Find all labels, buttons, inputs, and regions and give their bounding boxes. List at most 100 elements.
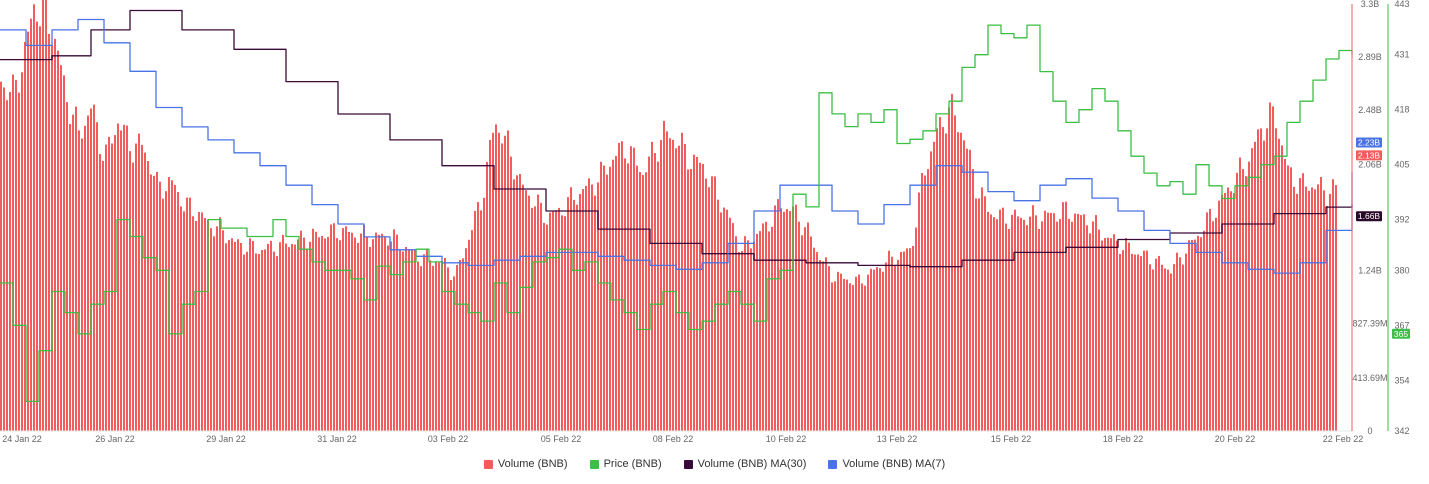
volume-bar-246 <box>738 252 740 431</box>
volume-bar-211 <box>633 147 635 431</box>
volume-bar-319 <box>957 132 959 431</box>
volume-bar-234 <box>702 163 704 431</box>
volume-bar-242 <box>726 209 728 431</box>
volume-bar-431 <box>1293 186 1295 431</box>
volume-bar-286 <box>858 274 860 431</box>
volume-bar-31 <box>93 104 95 432</box>
volume-bar-178 <box>534 206 536 431</box>
volume-bar-53 <box>159 181 161 431</box>
volume-bar-335 <box>1005 223 1007 431</box>
legend-item-volume[interactable]: Volume (BNB) <box>483 458 568 470</box>
volume-bar-290 <box>870 268 872 431</box>
volume-bar-217 <box>651 141 653 431</box>
left-y-tick-label-3: 1.24B <box>1358 266 1382 276</box>
volume-bar-269 <box>807 222 809 431</box>
volume-bar-8 <box>24 41 26 431</box>
volume-bar-147 <box>441 261 443 431</box>
volume-bar-218 <box>654 153 656 431</box>
volume-bar-372 <box>1116 240 1118 431</box>
volume-bar-314 <box>942 127 944 432</box>
volume-bar-299 <box>897 259 899 431</box>
volume-bar-144 <box>432 265 434 431</box>
volume-bar-35 <box>105 144 107 431</box>
volume-bar-347 <box>1041 221 1043 431</box>
volume-bar-44 <box>132 162 134 432</box>
volume-bar-333 <box>999 209 1001 431</box>
volume-bar-264 <box>792 206 794 431</box>
volume-bar-285 <box>855 276 857 431</box>
volume-bar-91 <box>273 251 275 431</box>
volume-bar-90 <box>270 240 272 431</box>
legend-label-ma7: Volume (BNB) MA(7) <box>842 458 946 470</box>
volume-bar-89 <box>267 243 269 431</box>
volume-bar-159 <box>477 202 479 431</box>
volume-bar-183 <box>549 212 551 431</box>
volume-bar-210 <box>630 146 632 431</box>
volume-bar-340 <box>1020 217 1022 431</box>
volume-bar-131 <box>393 229 395 431</box>
volume-bar-378 <box>1134 254 1136 431</box>
legend-item-ma30[interactable]: Volume (BNB) MA(30) <box>683 458 807 470</box>
volume-bar-422 <box>1266 128 1268 431</box>
volume-bar-417 <box>1251 148 1253 432</box>
volume-bar-19 <box>57 50 59 431</box>
volume-bar-194 <box>582 189 584 431</box>
volume-bar-276 <box>828 266 830 431</box>
right-y-tick-label-6: 418 <box>1394 105 1409 115</box>
volume-bar-50 <box>150 174 152 432</box>
volume-bar-405 <box>1215 217 1217 431</box>
volume-bar-7 <box>21 72 23 432</box>
volume-bar-199 <box>597 182 599 431</box>
badge-label-1: 2.13B <box>1358 150 1381 160</box>
volume-bar-6 <box>18 92 20 431</box>
legend-swatch-ma30 <box>683 459 693 469</box>
legend-label-ma30: Volume (BNB) MA(30) <box>697 458 807 470</box>
volume-bar-17 <box>51 44 53 432</box>
volume-bar-256 <box>768 231 770 431</box>
volume-bar-280 <box>840 273 842 431</box>
volume-bar-105 <box>315 231 317 431</box>
volume-bar-267 <box>801 235 803 431</box>
volume-bar-430 <box>1290 167 1292 431</box>
volume-bar-387 <box>1161 264 1163 431</box>
volume-bar-411 <box>1233 192 1235 431</box>
volume-bar-108 <box>324 238 326 431</box>
volume-bar-42 <box>126 125 128 431</box>
volume-bar-259 <box>777 199 779 431</box>
volume-bar-326 <box>978 198 980 431</box>
legend-item-ma7[interactable]: Volume (BNB) MA(7) <box>828 458 945 470</box>
x-tick-label-3: 31 Jan 22 <box>317 434 357 444</box>
volume-bar-295 <box>885 262 887 431</box>
ma7-line <box>0 18 1353 274</box>
volume-bar-67 <box>201 212 203 431</box>
volume-bar-389 <box>1167 269 1169 431</box>
volume-bar-415 <box>1245 176 1247 431</box>
volume-bar-166 <box>498 132 500 431</box>
volume-bar-185 <box>555 210 557 431</box>
legend-item-price[interactable]: Price (BNB) <box>589 458 662 470</box>
volume-bar-165 <box>495 124 497 431</box>
volume-bar-368 <box>1104 238 1106 431</box>
volume-bar-196 <box>588 178 590 431</box>
x-axis-ticks: 24 Jan 22 26 Jan 22 29 Jan 22 31 Jan 22 03 F… <box>2 434 1363 444</box>
volume-bar-380 <box>1140 256 1142 431</box>
volume-bar-253 <box>759 231 761 431</box>
volume-bar-180 <box>540 202 542 431</box>
volume-bar-416 <box>1248 161 1250 431</box>
volume-bar-428 <box>1284 159 1286 431</box>
volume-bar-12 <box>36 21 38 432</box>
volume-bar-55 <box>165 191 167 431</box>
volume-bar-109 <box>327 237 329 431</box>
volume-bar-412 <box>1236 172 1238 431</box>
volume-bar-297 <box>891 256 893 431</box>
volume-bar-252 <box>756 233 758 431</box>
volume-bar-364 <box>1092 221 1094 431</box>
volume-bar-221 <box>663 120 665 432</box>
volume-bar-312 <box>936 128 938 431</box>
volume-bar-127 <box>381 233 383 431</box>
volume-bar-81 <box>243 254 245 431</box>
volume-bar-439 <box>1317 184 1319 431</box>
volume-bar-143 <box>429 260 431 431</box>
volume-bar-270 <box>810 236 812 431</box>
